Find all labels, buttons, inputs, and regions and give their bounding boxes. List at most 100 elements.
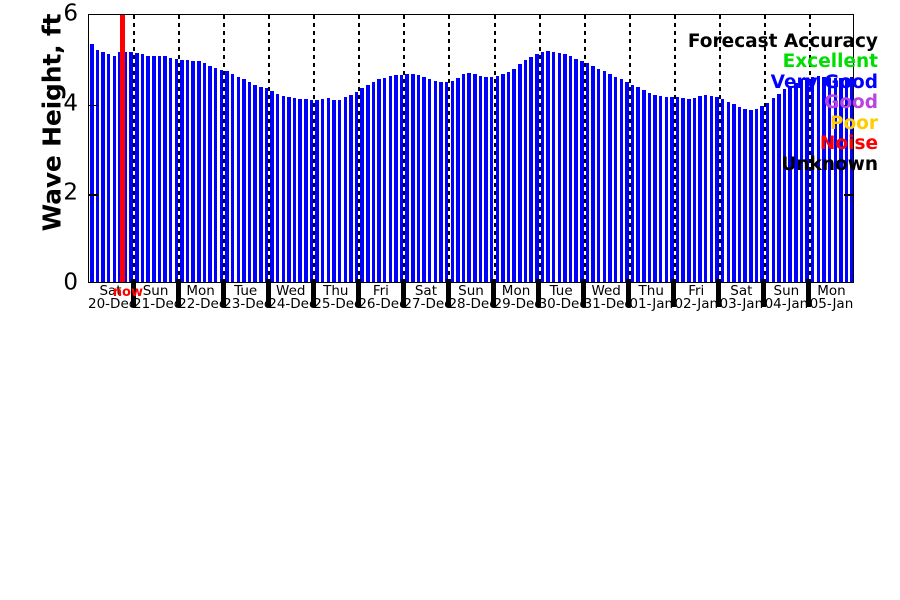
x-day-separator-05-Jan [806,279,812,307]
bar [433,81,438,282]
bar [844,77,849,282]
bar [698,96,702,282]
bar [337,99,342,282]
bar [658,96,663,282]
x-label-weekday: Tue [234,283,258,299]
x-label-date: 30-Dec [538,296,587,312]
bar [281,95,286,282]
bar [168,57,173,282]
x-label-date: 25-Dec [313,296,362,312]
bar [146,55,150,282]
bar [343,97,347,282]
bar [320,99,325,282]
bar [416,74,421,282]
bar [754,108,759,282]
now-vertical-line [120,15,126,282]
bar [827,77,832,282]
bar [157,55,162,282]
x-axis-label-27-Dec: Sat 27-Dec [403,284,452,312]
x-day-separator-27-Dec [400,279,406,307]
bar [236,76,240,282]
x-label-weekday: Mon [501,283,531,299]
bar [585,63,590,282]
bar [219,69,224,282]
bar [225,71,229,282]
x-label-weekday: Wed [276,283,306,299]
day-gridline-28-Dec [448,15,451,282]
x-day-separator-04-Jan [761,279,767,307]
x-axis-label-24-Dec: Wed 24-Dec [268,283,316,311]
x-axis-label-29-Dec: Mon 29-Dec [493,283,542,312]
bar [473,73,477,282]
day-gridline-02-Jan [673,15,676,282]
bar [788,85,792,282]
bar [202,63,207,282]
bar [180,59,184,282]
x-axis-label-04-Jan: Sun 04-Jan [764,283,809,311]
bar [850,76,853,282]
bar [118,52,122,282]
x-label-date: 27-Dec [403,296,452,312]
x-label-weekday: Sat [99,283,122,299]
x-day-separator-22-Dec [175,279,181,307]
bar [749,109,753,282]
x-axis-label-23-Dec: Tue 23-Dec [223,283,271,311]
bar [371,81,376,282]
x-axis-label-02-Jan: Fri 02-Jan [674,283,719,311]
bar [185,60,190,282]
x-label-weekday: Wed [591,283,621,299]
day-gridline-04-Jan [763,15,766,282]
x-axis-label-31-Dec: Wed 31-Dec [584,283,632,311]
day-gridline-26-Dec [358,15,361,282]
day-gridline-01-Jan [628,15,631,282]
x-day-separator-02-Jan [671,279,677,307]
y-tick-mark-2 [89,194,98,196]
bar [777,93,781,282]
x-axis-label-26-Dec: Fri 26-Dec [358,284,406,311]
legend-item-unknown: Unknown [781,153,878,175]
x-day-separator-24-Dec [265,279,271,307]
bar [366,84,370,282]
bar [703,94,708,282]
bar [816,75,821,282]
x-axis-label-05-Jan: Mon 05-Jan [809,284,854,311]
x-axis-label-21-Dec: Sun 21-Dec [133,284,181,311]
bar [681,98,685,282]
legend-item-excellent: Excellent [782,51,878,72]
bar [388,75,393,282]
bar [557,53,562,282]
bar [636,87,640,282]
bar [535,54,539,282]
x-label-weekday: Sun [773,283,800,299]
bar [163,56,167,282]
bar [197,61,201,282]
x-label-date: 29-Dec [493,296,542,312]
bar [129,52,133,282]
bar [191,60,195,282]
bar [782,89,787,282]
forecast-accuracy-legend: Forecast Accuracy Excellent Very Good Good… [518,32,878,175]
day-gridline-21-Dec [133,15,136,282]
day-gridline-03-Jan [718,15,721,282]
x-axis-label-01-Jan: Thu 01-Jan [629,284,674,312]
x-axis-label-20-Dec: Sat 20-Dec [88,283,136,311]
bar [315,99,319,282]
x-label-date: 01-Jan [629,296,674,312]
bar [805,78,809,282]
bar [732,104,736,282]
y-tick-label-0: 0 [63,269,78,296]
x-label-weekday: Sat [730,283,753,299]
bar [833,78,838,282]
x-day-separator-30-Dec [536,279,542,307]
bar [349,94,353,282]
bar [839,78,843,282]
bar [692,98,697,282]
x-label-date: 03-Jan [719,296,764,312]
bar [152,55,156,282]
bar [422,76,426,282]
bar [630,84,635,282]
bar [456,77,460,282]
x-label-weekday: Thu [323,283,349,299]
day-gridline-23-Dec [223,15,226,282]
x-label-weekday: Fri [688,283,705,299]
